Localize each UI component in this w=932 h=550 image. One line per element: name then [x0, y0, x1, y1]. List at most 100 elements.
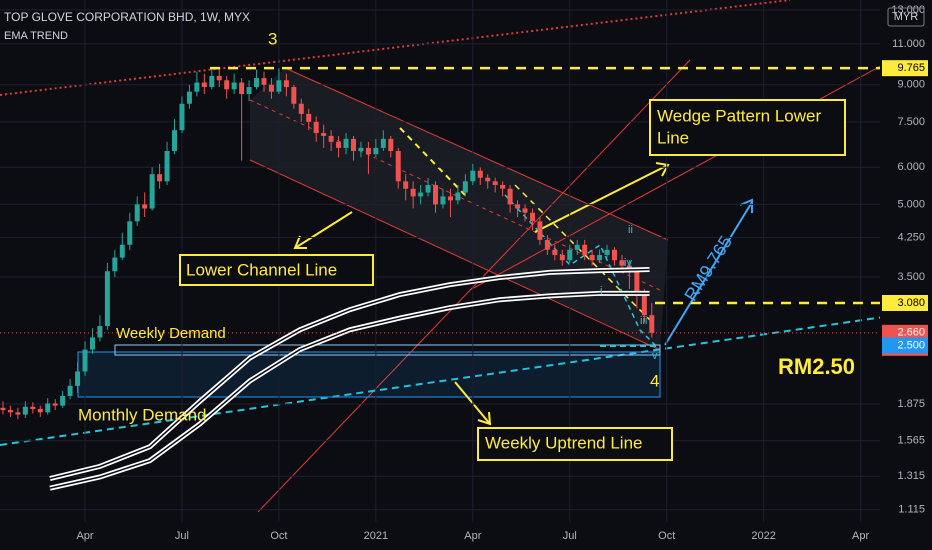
annotation-box: [649, 99, 846, 156]
candle-body: [268, 84, 274, 92]
price-label-bg: [882, 294, 928, 311]
candle-body: [462, 181, 468, 193]
candle-body: [507, 188, 513, 205]
candle-body: [343, 138, 349, 148]
candle-body: [552, 249, 558, 255]
y-tick-label: 5.000: [897, 198, 925, 210]
candle-body: [0, 407, 6, 411]
candle-body: [425, 184, 431, 193]
wave-label: i: [600, 285, 602, 297]
annotation-box: [477, 427, 673, 461]
wedge-line: [399, 127, 466, 196]
annotation: Weekly Demand: [116, 325, 226, 342]
y-tick-label: 7.500: [897, 116, 925, 128]
candle-body: [82, 349, 88, 372]
candle-body: [403, 181, 409, 189]
candle-body: [410, 188, 416, 197]
wave-label: ii: [628, 224, 633, 236]
candle-body: [418, 192, 424, 197]
axes: 1.115 1.315 1.565 1.875 3.500 4.250 5.000 6.000…: [76, 4, 928, 542]
candle-body: [619, 260, 625, 266]
candle-body: [239, 82, 245, 95]
x-tick-label: Oct: [270, 530, 287, 542]
price-label: 2.660: [897, 327, 925, 339]
arrow: [294, 211, 353, 249]
candle-body: [447, 196, 453, 201]
channel-lower: [249, 159, 661, 351]
candle-body: [529, 212, 535, 222]
candle-body: [60, 396, 66, 406]
candle-body: [574, 244, 580, 250]
candle-body: [119, 244, 125, 258]
candle-body: [179, 103, 185, 131]
arrow-head: [739, 198, 753, 213]
candle-body: [328, 135, 334, 142]
grid: [0, 0, 880, 522]
annotation: Wedge Pattern Lower: [657, 106, 821, 125]
y-tick-label: 13.000: [891, 4, 925, 16]
candle-body: [365, 147, 371, 155]
candle-body: [321, 133, 327, 136]
candle-body: [313, 121, 319, 134]
candle-body: [149, 174, 155, 209]
candle-body: [67, 385, 73, 397]
candle-body: [515, 204, 521, 209]
candle-body: [283, 80, 289, 88]
red-line: [469, 37, 932, 291]
candle-body: [127, 221, 133, 245]
price-label-bg: [882, 324, 928, 341]
annotation: Line: [657, 128, 689, 147]
candle-body: [373, 147, 379, 155]
candle-body: [172, 130, 178, 151]
price-label-bg: [882, 60, 928, 77]
candle-body: [201, 82, 207, 88]
price-label-bg: [882, 337, 928, 354]
candle-body: [455, 192, 461, 201]
candle-body: [231, 82, 237, 90]
y-tick-label: 3.500: [897, 271, 925, 283]
candle-body: [298, 103, 304, 114]
time-axis: [0, 522, 932, 550]
candle-body: [216, 75, 222, 81]
candle-body: [164, 150, 170, 182]
candle-body: [306, 113, 312, 122]
price-axis: [880, 0, 932, 550]
red-line: [257, 59, 691, 513]
candle-body: [440, 196, 446, 205]
y-tick-label: 1.115: [898, 504, 925, 516]
candle-body: [89, 337, 95, 350]
annotation-box: [179, 254, 374, 286]
candle-body: [433, 184, 439, 205]
y-tick-label: 1.565: [897, 435, 925, 447]
price-label: 2.500: [897, 339, 925, 351]
channel-upper: [284, 67, 669, 241]
arrow-head: [293, 235, 307, 249]
candle-body: [500, 184, 506, 189]
candle-body: [15, 412, 21, 415]
price-label: 3.080: [897, 297, 925, 309]
candle-body: [522, 208, 528, 213]
x-tick-label: Apr: [76, 530, 93, 542]
y-tick-label: 9.000: [897, 79, 925, 91]
candle-body: [559, 254, 565, 261]
candle-body: [336, 141, 342, 148]
candle-body: [246, 87, 252, 95]
candle-body: [597, 254, 603, 261]
indicator-name: EMA TREND: [4, 30, 68, 42]
candle-body: [142, 204, 148, 209]
candle-body: [350, 138, 356, 151]
candle-body: [209, 75, 215, 88]
weekly-demand-zone: [114, 344, 661, 356]
candle-body: [52, 403, 58, 406]
candle-body: [45, 403, 51, 413]
annotation: Lower Channel Line: [186, 260, 337, 279]
candle-body: [470, 170, 476, 182]
candle-body: [261, 78, 267, 85]
candle-body: [75, 371, 81, 386]
y-tick-label: 1.315: [897, 470, 925, 482]
candle-body: [7, 410, 13, 413]
candle-body: [112, 257, 118, 272]
chart-title: TOP GLOVE CORPORATION BHD, 1W, MYX: [4, 10, 250, 24]
annotation: RM9.765: [680, 232, 736, 305]
